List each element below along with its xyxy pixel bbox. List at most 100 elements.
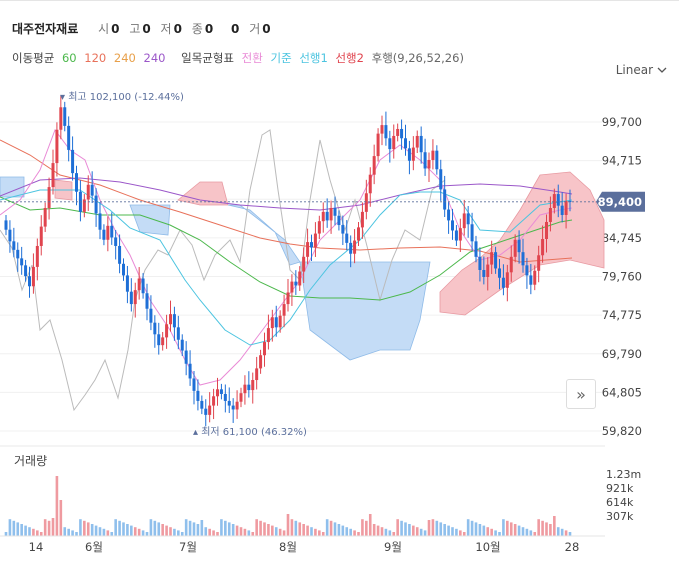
- candle-body: [494, 252, 498, 269]
- cloud-up-area: [177, 181, 229, 206]
- volume-bar: [204, 527, 208, 536]
- candle-body: [270, 317, 274, 329]
- volume-bar: [294, 520, 298, 536]
- candle-body: [75, 173, 78, 192]
- kijun-line: [0, 189, 573, 346]
- volume-bar: [208, 528, 211, 536]
- candle-body: [71, 149, 75, 174]
- volume-bar: [459, 530, 462, 536]
- volume-bar: [498, 532, 501, 536]
- candle-body: [266, 328, 270, 343]
- volume-bar: [220, 519, 223, 536]
- candle-body: [180, 339, 184, 351]
- volume-bar: [553, 516, 556, 536]
- ma-label: 이동평균: [12, 51, 55, 65]
- low-label: 저: [160, 22, 172, 36]
- volume-bar: [486, 527, 490, 536]
- volume-value: 0: [262, 22, 271, 36]
- ma240-label: 240: [113, 51, 136, 65]
- candle-body: [294, 281, 298, 286]
- volume-bar: [447, 525, 450, 536]
- candle-body: [541, 238, 545, 256]
- candle-body: [360, 211, 364, 228]
- x-tick-label: 7월: [179, 540, 197, 554]
- scale-dropdown[interactable]: Linear: [616, 63, 667, 77]
- high-annotation: ▾ 최고 102,100 (-12.44%): [60, 91, 184, 103]
- tenkan-line: [0, 128, 573, 386]
- expand-chart-button[interactable]: »: [566, 379, 596, 409]
- candle-body: [368, 174, 372, 194]
- volume-bar: [20, 524, 23, 536]
- candle-body: [118, 245, 122, 264]
- volume-bar: [494, 530, 497, 536]
- x-tick-label: 8월: [279, 540, 297, 554]
- volume-bar: [345, 527, 349, 536]
- candle-body: [545, 221, 548, 239]
- volume-bar: [98, 527, 102, 536]
- candle-body: [251, 380, 255, 391]
- y-tick-label: 59,820: [602, 424, 642, 438]
- chikou-line: [0, 129, 446, 412]
- volume-bar: [12, 520, 16, 536]
- x-tick-label: 9월: [384, 540, 402, 554]
- candle-body: [509, 256, 513, 273]
- volume-tick-label: 614k: [606, 496, 634, 509]
- candle-body: [63, 107, 67, 126]
- volume-bar: [216, 532, 219, 536]
- candle-body: [537, 255, 541, 271]
- volume-bar: [506, 520, 509, 536]
- candle-body: [176, 327, 180, 340]
- candle-body: [28, 276, 31, 287]
- candle-body: [274, 317, 278, 328]
- volume-bar: [549, 524, 552, 536]
- candle-body: [196, 390, 200, 401]
- y-tick-label: 69,790: [602, 347, 642, 361]
- volume-bar: [408, 524, 411, 536]
- candle-body: [110, 225, 114, 238]
- volume-bar: [365, 520, 368, 536]
- candle-body: [204, 408, 208, 415]
- candle-body: [153, 322, 157, 335]
- candle-body: [302, 256, 306, 272]
- volume-bar: [321, 532, 325, 536]
- volume-bar: [102, 528, 106, 536]
- volume-bar: [415, 527, 419, 536]
- candle-body: [560, 205, 564, 215]
- volume-bar: [43, 519, 47, 536]
- volume-bar: [310, 527, 313, 536]
- volume-bar: [502, 519, 505, 536]
- candle-body: [525, 265, 529, 276]
- volume-bar: [180, 532, 184, 536]
- candle-body: [486, 264, 490, 277]
- volume-bar: [302, 524, 305, 536]
- volume-bar: [141, 530, 145, 536]
- volume-bar: [368, 514, 372, 536]
- cloud-up-area: [439, 171, 605, 316]
- volume-bar: [153, 520, 157, 536]
- volume-label: 거: [249, 22, 261, 36]
- volume-bar: [427, 520, 431, 536]
- volume-bar: [568, 532, 572, 536]
- volume-bar: [59, 500, 63, 536]
- volume-bar: [247, 530, 251, 536]
- candle-body: [505, 272, 509, 288]
- high-value: 0: [142, 22, 151, 36]
- volume-bar: [462, 532, 466, 536]
- y-tick-label: 74,775: [602, 308, 642, 322]
- indicator-legend: 이동평균 60 120 240 240 일목균형표 전환 기준 선행1 선행2 …: [12, 50, 468, 66]
- candle-body: [533, 270, 537, 285]
- volume-bar: [133, 527, 137, 536]
- candle-body: [184, 350, 188, 364]
- candle-body: [235, 401, 239, 410]
- volume-bar: [94, 525, 98, 536]
- candle-body: [306, 242, 310, 257]
- candle-body: [474, 241, 478, 257]
- kijun-label: 기준: [270, 51, 292, 65]
- volume-bar: [357, 532, 360, 536]
- candle-body: [466, 213, 470, 225]
- low-annotation: ▴ 최저 61,100 (46.32%): [193, 426, 307, 438]
- volume-bar: [137, 528, 141, 536]
- volume-bar: [114, 519, 117, 536]
- volume-bar: [200, 520, 204, 536]
